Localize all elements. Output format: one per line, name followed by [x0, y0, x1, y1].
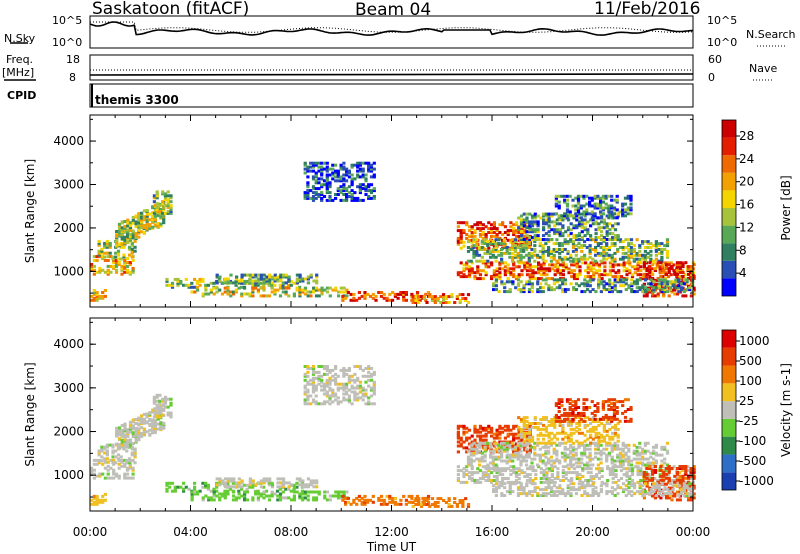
nsearch-trace	[90, 21, 694, 33]
colorbar-tick-label: -1000	[739, 474, 774, 488]
colorbar-tick-label: 20	[739, 175, 754, 189]
y-tick-label: 1000	[53, 468, 84, 482]
colorbar-tick-label: 16	[739, 198, 754, 212]
velocity-heatmap	[90, 365, 696, 508]
x-tick-label: 20:00	[575, 525, 610, 539]
colorbar-tick-label: 24	[739, 152, 754, 166]
nsky-panel-frame	[89, 15, 694, 49]
colorbar-tick-label: 100	[739, 374, 762, 388]
colorbar-tick-label: 12	[739, 220, 754, 234]
colorbar-segment	[722, 330, 736, 348]
colorbar-label: Velocity [m s-1]	[779, 363, 793, 457]
y-tick-label: 2000	[53, 221, 84, 235]
colorbar-segment	[722, 208, 736, 226]
colorbar-segment	[722, 365, 736, 384]
colorbar-segment	[722, 190, 736, 208]
nsearch-tick-high: 10^5	[707, 14, 738, 27]
colorbar-segment	[722, 472, 736, 490]
colorbar-segment	[722, 243, 736, 261]
colorbar-segment	[722, 225, 736, 244]
x-tick-label: 00:00	[73, 525, 108, 539]
colorbar-segment	[722, 155, 736, 173]
colorbar-tick-label: 500	[739, 354, 762, 368]
nave-tick-high: 60	[708, 53, 722, 66]
beam-title: Beam 04	[355, 0, 432, 20]
x-tick-label: 12:00	[374, 525, 409, 539]
freq-tick-low: 8	[69, 71, 76, 84]
freq-trace	[89, 73, 694, 76]
colorbar-segment	[722, 260, 736, 279]
colorbar-tick-label: 25	[739, 394, 754, 408]
colorbar-label: Power [dB]	[779, 175, 793, 240]
cpid-panel-frame	[89, 83, 694, 108]
cpid-label: CPID	[7, 89, 37, 102]
nave-label: Nave	[749, 62, 778, 75]
colorbar-tick-label: -500	[739, 454, 766, 468]
nave-tick-low: 0	[708, 71, 715, 84]
nsky-tick-low: 10^0	[52, 36, 83, 49]
nsearch-label: N.Search	[746, 28, 796, 41]
colorbar-segment	[722, 401, 736, 419]
colorbar-segment	[722, 137, 736, 156]
freq-panel-frame	[89, 54, 694, 81]
y-tick-label: 1000	[53, 264, 84, 278]
freq-label: Freq.	[6, 53, 34, 66]
cpid-value: themis 3300	[95, 93, 179, 107]
station-title: Saskatoon (fitACF)	[92, 0, 250, 19]
colorbar-segment	[722, 172, 736, 191]
x-tick-label: 00:00	[676, 525, 711, 539]
nsky-trace	[89, 21, 693, 36]
freq-tick-high: 18	[66, 53, 80, 66]
colorbar-tick-label: -25	[739, 414, 759, 428]
y-tick-label: 2000	[53, 425, 84, 439]
colorbar-segment	[722, 278, 736, 296]
nsky-tick-high: 10^5	[52, 14, 83, 27]
colorbar-tick-label: -100	[739, 434, 766, 448]
colorbar-tick-label: 8	[739, 243, 747, 257]
colorbar-segment	[722, 347, 736, 366]
x-axis-label: Time UT	[366, 540, 417, 554]
y-tick-label: 3000	[53, 178, 84, 192]
x-tick-label: 04:00	[173, 525, 208, 539]
freq-unit: [MHz]	[2, 66, 35, 79]
y-axis-label: Slant Range [km]	[23, 362, 37, 466]
colorbar-segment	[722, 436, 736, 455]
y-tick-label: 4000	[53, 337, 84, 351]
colorbar-tick-label: 4	[739, 266, 747, 280]
colorbar-tick-label: 1000	[739, 334, 770, 348]
colorbar-segment	[722, 418, 736, 437]
y-axis-label: Slant Range [km]	[23, 159, 37, 263]
nsearch-tick-low: 10^0	[707, 36, 738, 49]
colorbar-tick-label: 28	[739, 129, 754, 143]
x-tick-label: 08:00	[274, 525, 309, 539]
x-tick-label: 16:00	[475, 525, 510, 539]
colorbar-segment	[722, 383, 736, 402]
y-tick-label: 4000	[53, 134, 84, 148]
y-tick-label: 3000	[53, 381, 84, 395]
date-title: 11/Feb/2016	[594, 0, 701, 19]
colorbar-segment	[722, 454, 736, 473]
power-heatmap	[90, 161, 696, 304]
nsky-label: N.Sky	[4, 32, 36, 45]
colorbar-segment	[722, 120, 736, 138]
